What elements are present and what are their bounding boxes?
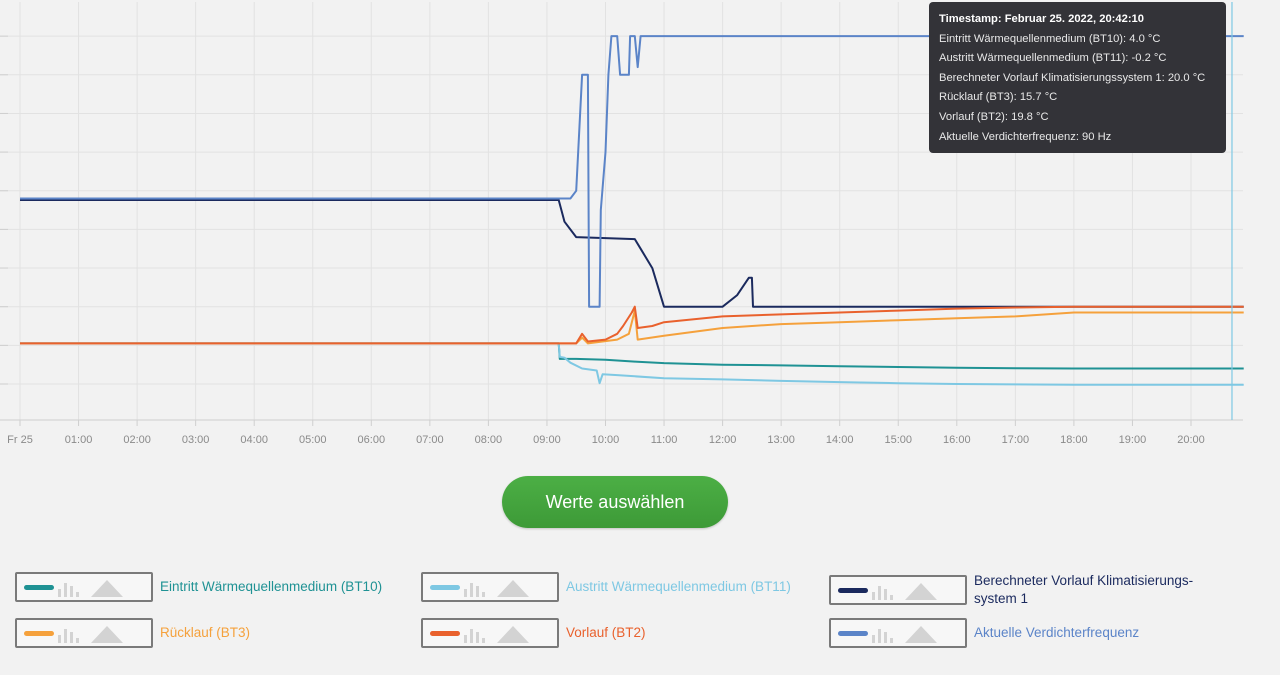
x-tick-label: 04:00	[240, 434, 268, 446]
legend-toggle-frequency[interactable]	[829, 618, 967, 648]
legend-toggle-bt3[interactable]	[15, 618, 153, 648]
x-tick-label: 09:00	[533, 434, 561, 446]
line-swatch-icon	[24, 585, 54, 590]
legend-toggle-bt2[interactable]	[421, 618, 559, 648]
x-tick-label: 01:00	[65, 434, 93, 446]
x-tick-label: 05:00	[299, 434, 327, 446]
x-tick-label: 14:00	[826, 434, 854, 446]
tooltip-line-bt3: Rücklauf (BT3): 15.7 °C	[939, 91, 1058, 104]
series-line-4	[20, 309, 1244, 345]
x-tick-label: 03:00	[182, 434, 210, 446]
tooltip-line-bt10: Eintritt Wärmequellenmedium (BT10): 4.0 …	[939, 32, 1161, 45]
line-swatch-icon	[838, 588, 868, 593]
legend-item-bt11[interactable]: Austritt Wärmequellenmedium (BT11)	[421, 572, 826, 602]
x-tick-label: 13:00	[767, 434, 795, 446]
legend-toggle-bt10[interactable]	[15, 572, 153, 602]
bar-chart-icon	[58, 629, 79, 643]
x-tick-label: 07:00	[416, 434, 444, 446]
legend-label-calc-flow: Berechneter Vorlauf Klimatisierungs-syst…	[974, 573, 1194, 606]
tooltip-title: Timestamp: Februar 25. 2022, 20:42:10	[939, 13, 1145, 25]
x-tick-label: 19:00	[1119, 434, 1147, 446]
legend-item-bt10[interactable]: Eintritt Wärmequellenmedium (BT10)	[15, 572, 420, 602]
tooltip-line-bt2: Vorlauf (BT2): 19.8 °C	[939, 110, 1049, 123]
chart-tooltip: Timestamp: Februar 25. 2022, 20:42:10 Ei…	[929, 2, 1226, 153]
legend-item-bt2[interactable]: Vorlauf (BT2)	[421, 618, 826, 648]
x-tick-label: Fr 25	[7, 434, 33, 446]
line-swatch-icon	[24, 631, 54, 636]
legend-item-bt3[interactable]: Rücklauf (BT3)	[15, 618, 420, 648]
legend-label-bt10: Eintritt Wärmequellenmedium (BT10)	[160, 579, 383, 594]
tooltip-line-bt11: Austritt Wärmequellenmedium (BT11): -0.2…	[939, 52, 1167, 65]
x-tick-label: 11:00	[651, 434, 678, 446]
x-tick-label: 18:00	[1060, 434, 1088, 446]
line-swatch-icon	[838, 631, 868, 636]
select-values-button[interactable]: Werte auswählen	[502, 476, 728, 528]
chart-area[interactable]: Fr 25 01:00 02:00 03:00 04:00 05:00 06:00 07:00…	[0, 0, 1280, 460]
line-chart[interactable]: Fr 25 01:00 02:00 03:00 04:00 05:00 06:00 07:00…	[0, 0, 1280, 460]
series-line-2	[20, 342, 1244, 386]
x-tick-label: 20:00	[1177, 434, 1205, 446]
legend-label-bt3: Rücklauf (BT3)	[160, 625, 251, 640]
tooltip-line-frequency: Aktuelle Verdichterfrequenz: 90 Hz	[939, 130, 1112, 143]
x-tick-label: 06:00	[358, 434, 386, 446]
bar-chart-icon	[464, 629, 485, 643]
legend-label-frequency: Aktuelle Verdichterfrequenz	[974, 625, 1140, 640]
bar-chart-icon	[464, 583, 485, 597]
legend-label-bt2: Vorlauf (BT2)	[566, 625, 646, 640]
bar-chart-icon	[872, 586, 893, 600]
series-line-5	[20, 305, 1244, 345]
area-chart-icon	[91, 580, 123, 597]
tooltip-line-calc-flow: Berechneter Vorlauf Klimatisierungssyste…	[939, 71, 1206, 84]
legend-item-frequency[interactable]: Aktuelle Verdichterfrequenz	[829, 618, 1234, 648]
legend-item-calc-flow[interactable]: Berechneter Vorlauf Klimatisierungs-syst…	[829, 572, 1214, 608]
series-line-6	[20, 35, 1244, 308]
x-tick-label: 10:00	[592, 434, 620, 446]
x-tick-label: 02:00	[123, 434, 151, 446]
legend-toggle-calc-flow[interactable]	[829, 575, 967, 605]
x-tick-label: 12:00	[709, 434, 737, 446]
legend-toggle-bt11[interactable]	[421, 572, 559, 602]
area-chart-icon	[497, 626, 529, 643]
series-line-1	[20, 342, 1244, 370]
area-chart-icon	[497, 580, 529, 597]
line-swatch-icon	[430, 585, 460, 590]
line-swatch-icon	[430, 631, 460, 636]
area-chart-icon	[905, 626, 937, 643]
x-tick-label: 17:00	[1002, 434, 1030, 446]
legend-label-bt11: Austritt Wärmequellenmedium (BT11)	[566, 579, 791, 594]
area-chart-icon	[905, 583, 937, 600]
series-line-3	[20, 199, 1244, 308]
bar-chart-icon	[58, 583, 79, 597]
x-tick-label: 08:00	[475, 434, 503, 446]
area-chart-icon	[91, 626, 123, 643]
x-tick-label: 15:00	[884, 434, 912, 446]
x-tick-label: 16:00	[943, 434, 971, 446]
bar-chart-icon	[872, 629, 893, 643]
